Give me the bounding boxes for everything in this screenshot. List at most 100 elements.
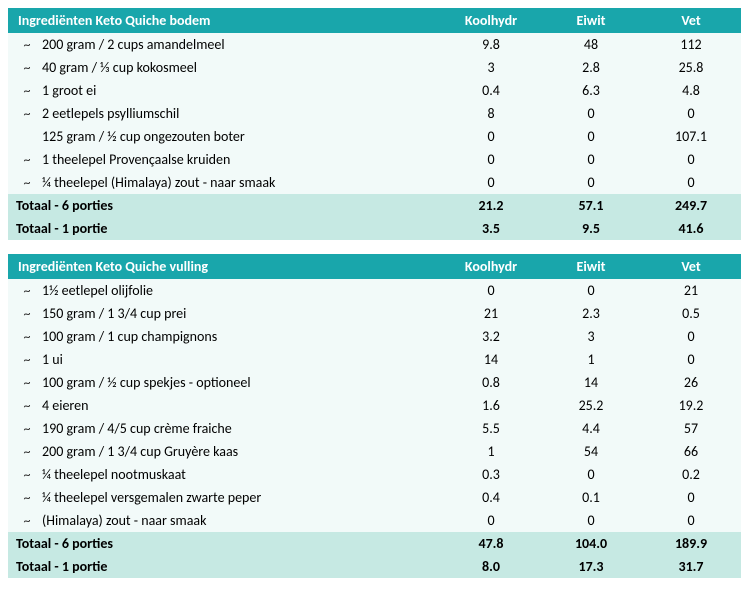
tilde-marker: ~ xyxy=(8,33,36,56)
tilde-marker: ~ xyxy=(8,486,36,509)
total-carb: 8.0 xyxy=(441,555,541,578)
ingredient-row: ~190 gram / 4/5 cup crème fraiche5.54.45… xyxy=(8,417,741,440)
total-protein: 57.1 xyxy=(541,194,641,217)
col-fat: Vet xyxy=(641,8,741,33)
cell-protein: 0 xyxy=(541,148,641,171)
tilde-marker: ~ xyxy=(8,171,36,194)
total-row: Totaal - 6 porties47.8104.0189.9 xyxy=(8,532,741,555)
tilde-marker: ~ xyxy=(8,394,36,417)
cell-carb: 21 xyxy=(441,302,541,325)
ingredient-name: 190 gram / 4/5 cup crème fraiche xyxy=(36,417,441,440)
cell-fat: 0 xyxy=(641,325,741,348)
cell-carb: 1.6 xyxy=(441,394,541,417)
ingredient-row: ~(Himalaya) zout - naar smaak000 xyxy=(8,509,741,532)
total-row: Totaal - 1 portie8.017.331.7 xyxy=(8,555,741,578)
cell-protein: 48 xyxy=(541,33,641,56)
cell-carb: 8 xyxy=(441,102,541,125)
ingredient-row: ~100 gram / ½ cup spekjes - optioneel0.8… xyxy=(8,371,741,394)
total-fat: 249.7 xyxy=(641,194,741,217)
tilde-marker: ~ xyxy=(8,79,36,102)
cell-fat: 19.2 xyxy=(641,394,741,417)
tilde-marker: ~ xyxy=(8,463,36,486)
tilde-marker: ~ xyxy=(8,325,36,348)
total-label: Totaal - 6 porties xyxy=(8,194,441,217)
ingredient-name: 1½ eetlepel olijfolie xyxy=(36,279,441,302)
cell-fat: 0 xyxy=(641,348,741,371)
ingredient-name: 150 gram / 1 3/4 cup prei xyxy=(36,302,441,325)
ingredient-row: ~200 gram / 1 3/4 cup Gruyère kaas15466 xyxy=(8,440,741,463)
ingredient-name: 200 gram / 2 cups amandelmeel xyxy=(36,33,441,56)
total-carb: 3.5 xyxy=(441,217,541,240)
ingredient-row: ~¼ theelepel nootmuskaat0.300.2 xyxy=(8,463,741,486)
col-carb: Koolhydr xyxy=(441,8,541,33)
tilde-marker xyxy=(8,125,36,148)
cell-fat: 0 xyxy=(641,102,741,125)
cell-protein: 0.1 xyxy=(541,486,641,509)
cell-fat: 0 xyxy=(641,509,741,532)
cell-protein: 6.3 xyxy=(541,79,641,102)
ingredient-row: ~150 gram / 1 3/4 cup prei212.30.5 xyxy=(8,302,741,325)
total-fat: 41.6 xyxy=(641,217,741,240)
ingredient-name: (Himalaya) zout - naar smaak xyxy=(36,509,441,532)
ingredient-name: 125 gram / ½ cup ongezouten boter xyxy=(36,125,441,148)
nutrition-table: Ingrediënten Keto Quiche vullingKoolhydr… xyxy=(8,254,741,578)
table-title: Ingrediënten Keto Quiche vulling xyxy=(8,254,441,279)
cell-carb: 9.8 xyxy=(441,33,541,56)
total-label: Totaal - 1 portie xyxy=(8,555,441,578)
cell-protein: 0 xyxy=(541,509,641,532)
cell-protein: 2.3 xyxy=(541,302,641,325)
cell-protein: 1 xyxy=(541,348,641,371)
ingredient-row: ~1 groot ei0.46.34.8 xyxy=(8,79,741,102)
tilde-marker: ~ xyxy=(8,302,36,325)
ingredient-row: ~1½ eetlepel olijfolie0021 xyxy=(8,279,741,302)
total-fat: 31.7 xyxy=(641,555,741,578)
nutrition-table: Ingrediënten Keto Quiche bodemKoolhydrEi… xyxy=(8,8,741,240)
cell-protein: 0 xyxy=(541,279,641,302)
cell-carb: 0.8 xyxy=(441,371,541,394)
cell-carb: 0 xyxy=(441,148,541,171)
cell-protein: 25.2 xyxy=(541,394,641,417)
cell-fat: 21 xyxy=(641,279,741,302)
col-carb: Koolhydr xyxy=(441,254,541,279)
cell-protein: 54 xyxy=(541,440,641,463)
cell-fat: 0.2 xyxy=(641,463,741,486)
cell-fat: 4.8 xyxy=(641,79,741,102)
total-label: Totaal - 1 portie xyxy=(8,217,441,240)
cell-protein: 0 xyxy=(541,102,641,125)
cell-protein: 4.4 xyxy=(541,417,641,440)
ingredient-row: ~1 ui1410 xyxy=(8,348,741,371)
tilde-marker: ~ xyxy=(8,279,36,302)
cell-protein: 14 xyxy=(541,371,641,394)
total-protein: 17.3 xyxy=(541,555,641,578)
cell-carb: 14 xyxy=(441,348,541,371)
cell-fat: 107.1 xyxy=(641,125,741,148)
ingredient-name: 100 gram / 1 cup champignons xyxy=(36,325,441,348)
cell-protein: 0 xyxy=(541,125,641,148)
tilde-marker: ~ xyxy=(8,440,36,463)
ingredient-name: ¼ theelepel versgemalen zwarte peper xyxy=(36,486,441,509)
ingredient-name: 1 ui xyxy=(36,348,441,371)
ingredient-row: ~1 theelepel Provençaalse kruiden000 xyxy=(8,148,741,171)
cell-protein: 2.8 xyxy=(541,56,641,79)
cell-carb: 5.5 xyxy=(441,417,541,440)
total-label: Totaal - 6 porties xyxy=(8,532,441,555)
tilde-marker: ~ xyxy=(8,148,36,171)
tilde-marker: ~ xyxy=(8,371,36,394)
total-protein: 9.5 xyxy=(541,217,641,240)
cell-fat: 66 xyxy=(641,440,741,463)
cell-carb: 3.2 xyxy=(441,325,541,348)
cell-carb: 0.4 xyxy=(441,79,541,102)
nutrition-tables: Ingrediënten Keto Quiche bodemKoolhydrEi… xyxy=(8,8,741,578)
cell-fat: 112 xyxy=(641,33,741,56)
cell-carb: 0.3 xyxy=(441,463,541,486)
tilde-marker: ~ xyxy=(8,417,36,440)
ingredient-name: 1 groot ei xyxy=(36,79,441,102)
ingredient-name: 200 gram / 1 3/4 cup Gruyère kaas xyxy=(36,440,441,463)
col-protein: Eiwit xyxy=(541,8,641,33)
cell-protein: 0 xyxy=(541,463,641,486)
cell-protein: 3 xyxy=(541,325,641,348)
cell-protein: 0 xyxy=(541,171,641,194)
col-protein: Eiwit xyxy=(541,254,641,279)
cell-carb: 0 xyxy=(441,125,541,148)
total-carb: 47.8 xyxy=(441,532,541,555)
